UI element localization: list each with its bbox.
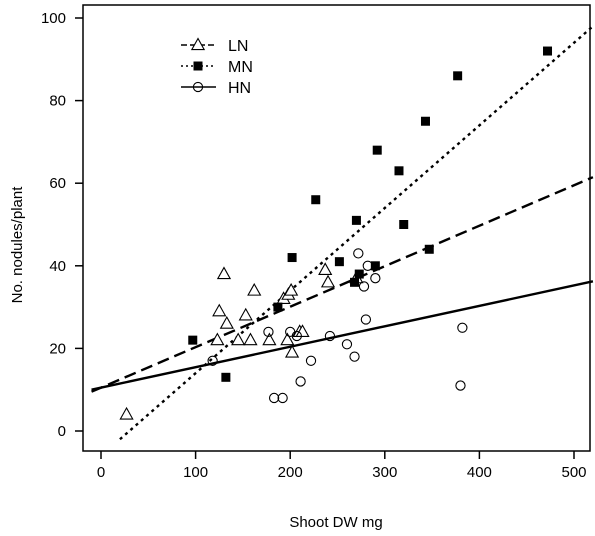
hn-point xyxy=(291,330,302,342)
ln-point xyxy=(216,266,232,280)
y-axis-label: No. nodules/plant xyxy=(9,186,26,304)
hn-point xyxy=(207,355,218,366)
mn-point xyxy=(351,215,361,225)
mn-point xyxy=(334,257,344,267)
mn-point xyxy=(543,46,553,56)
hn-point xyxy=(360,314,372,325)
hn-fit-line xyxy=(91,280,594,391)
x-tick-label: 200 xyxy=(278,464,303,481)
data-points xyxy=(119,46,553,420)
legend-label-hn: HN xyxy=(228,80,251,97)
ln-point xyxy=(262,332,277,346)
hn-point xyxy=(362,260,373,271)
mn-point xyxy=(370,261,380,271)
ln-point xyxy=(247,282,262,296)
ln-point xyxy=(295,324,310,337)
mn-point xyxy=(399,220,409,229)
hn-point xyxy=(341,339,353,350)
mn-point xyxy=(188,335,198,345)
y-tick-label: 40 xyxy=(49,258,66,275)
ln-point xyxy=(219,315,234,329)
hn-point xyxy=(455,380,466,391)
hn-point xyxy=(353,248,364,259)
x-axis-label: Shoot DW mg xyxy=(289,514,382,531)
mn-fit-line xyxy=(119,25,594,441)
legend-marker-ln xyxy=(190,37,206,51)
plot-frame xyxy=(82,4,591,452)
axis-ticks: 0 100 200 300 400 500 0 20 40 60 80 100 xyxy=(41,10,587,481)
ln-point xyxy=(119,406,134,420)
ln-point xyxy=(284,344,300,358)
legend: LN MN HN xyxy=(181,37,253,97)
mn-point xyxy=(311,195,321,205)
mn-point xyxy=(453,71,463,81)
mn-point xyxy=(287,253,297,263)
y-tick-label: 100 xyxy=(41,10,66,27)
x-tick-label: 500 xyxy=(561,464,586,481)
ln-point xyxy=(210,332,225,346)
ln-point xyxy=(243,332,258,346)
y-tick-label: 80 xyxy=(49,93,66,110)
ln-point xyxy=(280,332,295,346)
hn-point xyxy=(370,273,381,284)
ln-point xyxy=(238,307,253,321)
ln-point xyxy=(320,274,336,288)
legend-label-mn: MN xyxy=(228,59,253,76)
mn-point xyxy=(221,372,231,382)
ln-point xyxy=(231,332,246,346)
ln-point xyxy=(284,282,299,296)
x-tick-label: 0 xyxy=(97,464,105,481)
legend-marker-mn xyxy=(193,61,203,71)
hn-point xyxy=(324,330,336,342)
ln-fit-line xyxy=(91,176,594,393)
mn-point xyxy=(354,269,364,279)
y-tick-label: 60 xyxy=(49,175,66,192)
hn-point xyxy=(277,392,288,404)
legend-marker-hn xyxy=(192,81,204,93)
ln-point xyxy=(318,262,333,276)
regression-lines xyxy=(91,25,594,441)
x-tick-label: 300 xyxy=(372,464,397,481)
legend-label-ln: LN xyxy=(228,38,248,55)
hn-point xyxy=(285,326,296,338)
hn-point xyxy=(358,281,370,292)
mn-point xyxy=(273,302,283,312)
y-tick-label: 20 xyxy=(49,340,66,357)
mn-point xyxy=(424,244,434,254)
hn-point xyxy=(263,326,274,338)
mn-point xyxy=(350,277,360,287)
mn-point xyxy=(394,166,404,176)
hn-point xyxy=(295,376,306,387)
x-tick-label: 100 xyxy=(183,464,208,481)
mn-point xyxy=(372,145,382,155)
ln-point xyxy=(212,303,227,317)
hn-point xyxy=(268,392,280,404)
hn-point xyxy=(349,351,360,362)
hn-point xyxy=(457,322,468,333)
mn-point xyxy=(420,116,430,126)
x-tick-label: 400 xyxy=(467,464,492,481)
hn-point xyxy=(305,355,317,366)
y-tick-label: 0 xyxy=(58,423,66,440)
